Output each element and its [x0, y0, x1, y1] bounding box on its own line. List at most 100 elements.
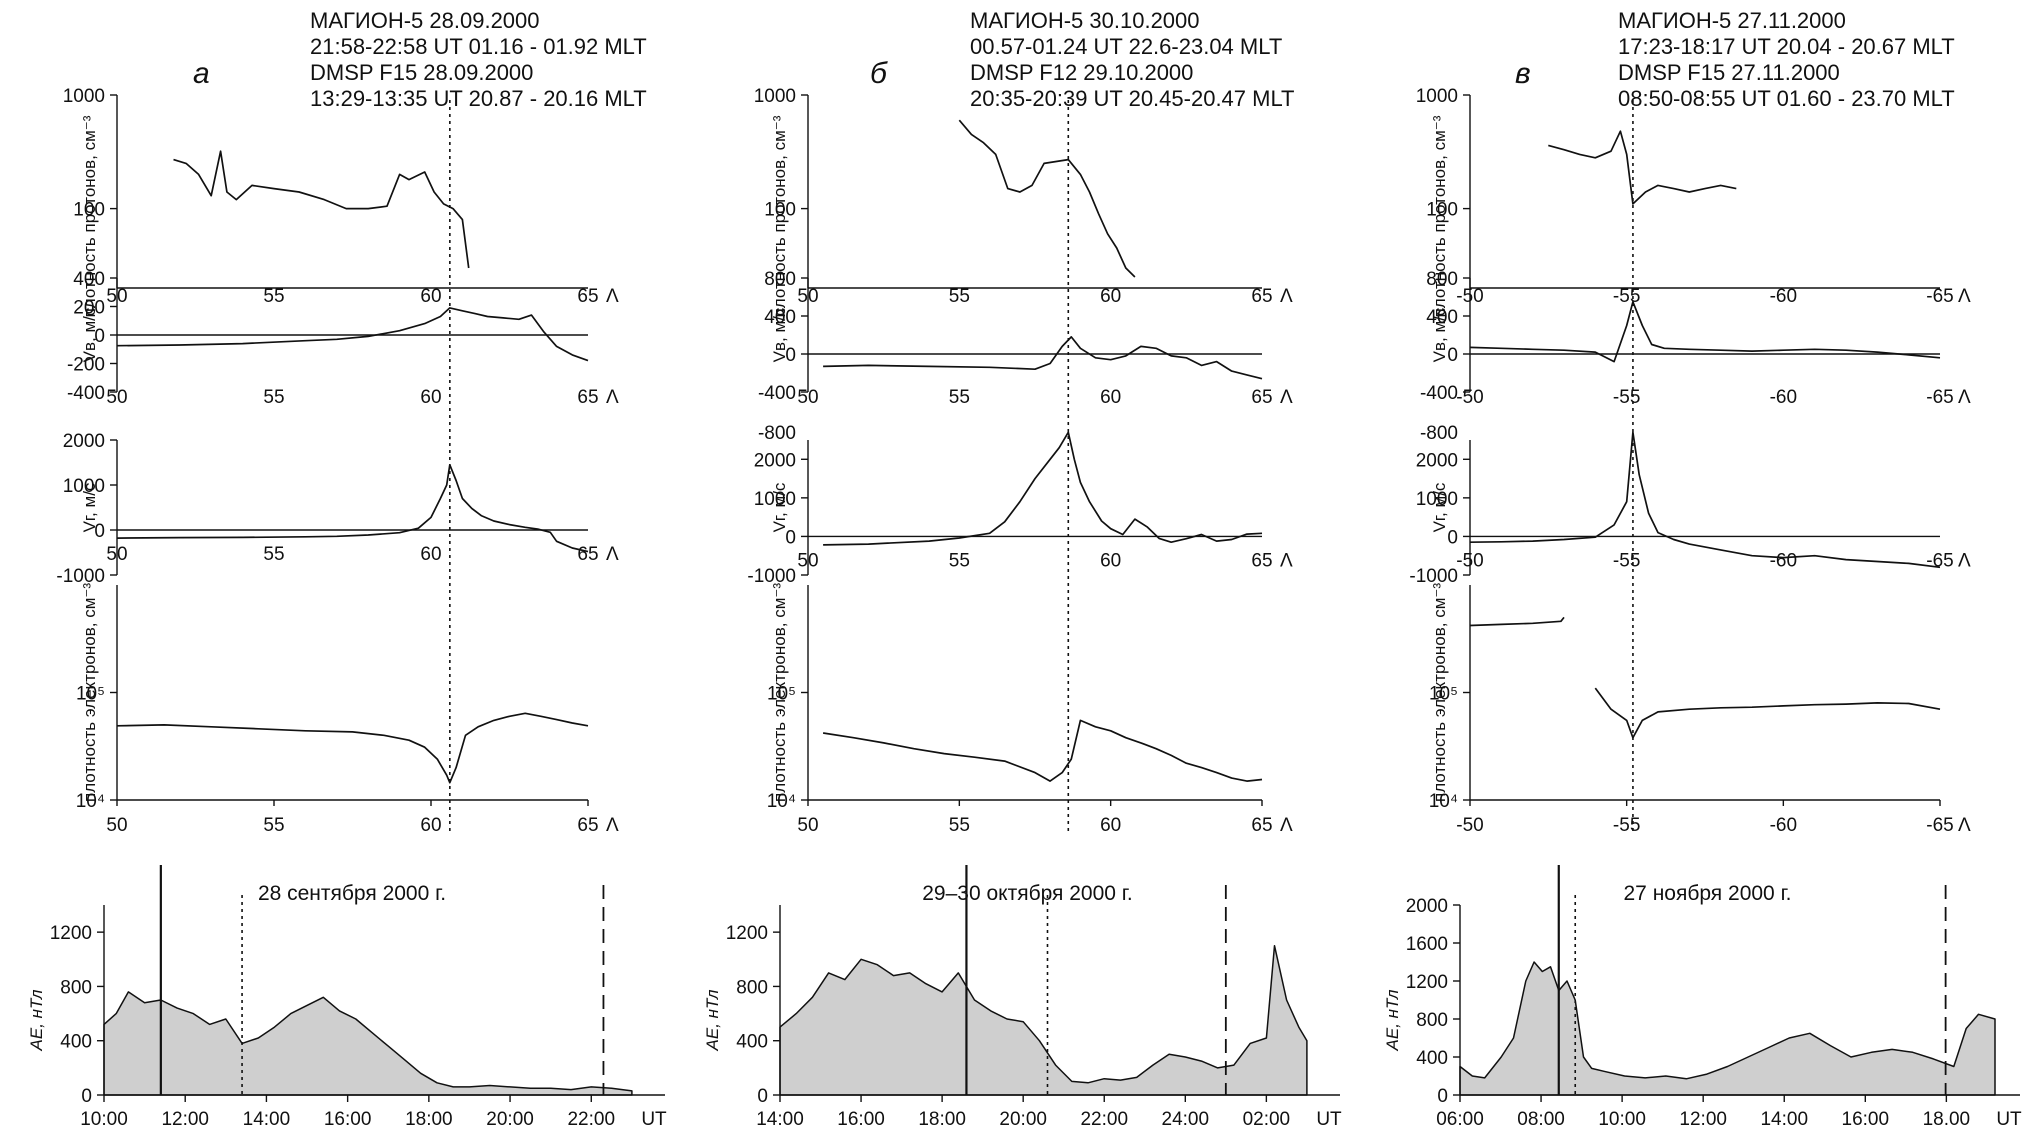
electron-xtick-label: 60	[420, 815, 441, 836]
ae-x-unit: UT	[1996, 1109, 2022, 1130]
proton-xtick-label: 65	[577, 286, 598, 307]
vnorth-xtick-label: -50	[1456, 550, 1483, 571]
veast-ytick-label: -400	[758, 383, 796, 404]
ae-ytick-label: 1200	[726, 923, 768, 944]
proton-ytick-label: 100	[1426, 200, 1458, 221]
proton-xtick-label: 60	[1100, 286, 1121, 307]
vnorth-xtick-label: 55	[949, 550, 970, 571]
veast-ytick-label: 800	[1426, 269, 1458, 290]
proton-xtick-label: -65	[1926, 286, 1953, 307]
electron-ylabel: плотность электронов, см⁻³	[80, 583, 99, 802]
veast-ytick-label: -800	[1420, 423, 1458, 444]
ae-xtick-label: 22:00	[1080, 1109, 1128, 1130]
vnorth-xtick-label: -60	[1770, 550, 1797, 571]
panel-header-line: 20:35-20:39 UT 20.45-20.47 MLT	[970, 86, 1295, 111]
ae-ytick-label: 2000	[1406, 896, 1448, 917]
veast-ytick-label: 400	[73, 269, 105, 290]
ae-area-series	[779, 944, 1308, 1096]
ae-xtick-label: 18:00	[405, 1109, 453, 1130]
proton-xtick-label: -60	[1770, 286, 1797, 307]
proton-ylabel: плотность протонов, см⁻³	[80, 115, 99, 317]
vnorth-xtick-label: 60	[1100, 550, 1121, 571]
ae-xtick-label: 06:00	[1436, 1109, 1484, 1130]
vnorth-series	[823, 431, 1263, 546]
electron-ylabel: плотность электронов, см⁻³	[1430, 583, 1449, 802]
veast-ytick-label: 0	[1447, 345, 1458, 366]
panel-header-line: 00.57-01.24 UT 22.6-23.04 MLT	[970, 34, 1282, 59]
electron-ytick-label: 10⁴	[1429, 791, 1458, 812]
vnorth-series	[1469, 431, 1941, 569]
vnorth-ytick-label: 1000	[1416, 489, 1458, 510]
veast-xtick-label: -55	[1613, 387, 1640, 408]
panel-header-line: DMSP F15 28.09.2000	[310, 60, 533, 85]
electron-xtick-label: 55	[949, 815, 970, 836]
ae-xtick-label: 10:00	[80, 1109, 128, 1130]
veast-xtick-label: -65	[1926, 387, 1953, 408]
vnorth-ytick-label: -1000	[747, 566, 796, 587]
electron-ytick-label: 10⁴	[76, 791, 105, 812]
proton-density-series	[173, 150, 470, 269]
ae-xtick-label: 12:00	[161, 1109, 209, 1130]
vnorth-ytick-label: 2000	[1416, 450, 1458, 471]
vnorth-ytick-label: 2000	[754, 450, 796, 471]
electron-ytick-label: 10⁵	[1429, 684, 1458, 705]
vnorth-ytick-label: 0	[94, 521, 105, 542]
veast-ytick-label: 400	[1426, 307, 1458, 328]
ae-xtick-label: 12:00	[1679, 1109, 1727, 1130]
veast-x-symbol: Λ	[1958, 387, 1971, 408]
veast-ytick-label: -400	[67, 383, 105, 404]
panel-header-line: 21:58-22:58 UT 01.16 - 01.92 MLT	[310, 34, 647, 59]
proton-ylabel: плотность протонов, см⁻³	[770, 115, 789, 317]
ae-xtick-label: 16:00	[837, 1109, 885, 1130]
ae-xtick-label: 24:00	[1162, 1109, 1210, 1130]
vnorth-xtick-label: 55	[263, 544, 284, 565]
panel-header-line: 08:50-08:55 UT 01.60 - 23.70 MLT	[1618, 86, 1955, 111]
electron-x-symbol: Λ	[1280, 815, 1293, 836]
vnorth-xtick-label: 65	[1251, 550, 1272, 571]
ae-ylabel: AE, нТл	[27, 989, 46, 1051]
veast-ylabel: Vв, м/с	[770, 307, 789, 362]
ae-xtick-label: 22:00	[567, 1109, 615, 1130]
veast-xtick-label: 55	[263, 387, 284, 408]
ae-ytick-label: 800	[736, 977, 768, 998]
ae-ytick-label: 0	[1437, 1086, 1448, 1107]
veast-series	[116, 307, 589, 362]
electron-density-series	[1469, 616, 1941, 739]
proton-xtick-label: 55	[949, 286, 970, 307]
ae-title: 28 сентября 2000 г.	[258, 882, 446, 905]
veast-xtick-label: -50	[1456, 387, 1483, 408]
proton-ytick-label: 1000	[754, 86, 796, 107]
ae-ytick-label: 400	[1416, 1048, 1448, 1069]
vnorth-xtick-label: 50	[106, 544, 127, 565]
electron-ytick-label: 10⁴	[767, 791, 796, 812]
panel-header-line: МАГИОН-5 30.10.2000	[970, 8, 1200, 33]
panel-header-line: МАГИОН-5 27.11.2000	[1618, 8, 1846, 33]
panel-header-line: МАГИОН-5 28.09.2000	[310, 8, 540, 33]
veast-xtick-label: 60	[420, 387, 441, 408]
vnorth-series	[116, 463, 589, 553]
veast-ytick-label: 0	[94, 326, 105, 347]
veast-ytick-label: 800	[764, 269, 796, 290]
ae-xtick-label: 10:00	[1598, 1109, 1646, 1130]
proton-ylabel: плотность протонов, см⁻³	[1430, 115, 1449, 317]
panel-letter: в	[1515, 57, 1531, 90]
proton-ytick-label: 1000	[1416, 86, 1458, 107]
electron-ylabel: плотность электронов, см⁻³	[770, 583, 789, 802]
ae-ytick-label: 800	[60, 977, 92, 998]
vnorth-x-symbol: Λ	[1280, 550, 1293, 571]
veast-x-symbol: Λ	[1280, 387, 1293, 408]
proton-xtick-label: -55	[1613, 286, 1640, 307]
electron-xtick-label: 50	[106, 815, 127, 836]
ae-xtick-label: 20:00	[999, 1109, 1047, 1130]
veast-x-symbol: Λ	[606, 387, 619, 408]
proton-x-symbol: Λ	[1280, 286, 1293, 307]
ae-xtick-label: 14:00	[756, 1109, 804, 1130]
vnorth-ylabel: Vг, м/с	[770, 482, 789, 532]
proton-x-symbol: Λ	[606, 286, 619, 307]
proton-ytick-label: 100	[764, 200, 796, 221]
veast-series	[823, 336, 1263, 380]
ae-ytick-label: 1600	[1406, 934, 1448, 955]
veast-xtick-label: 55	[949, 387, 970, 408]
